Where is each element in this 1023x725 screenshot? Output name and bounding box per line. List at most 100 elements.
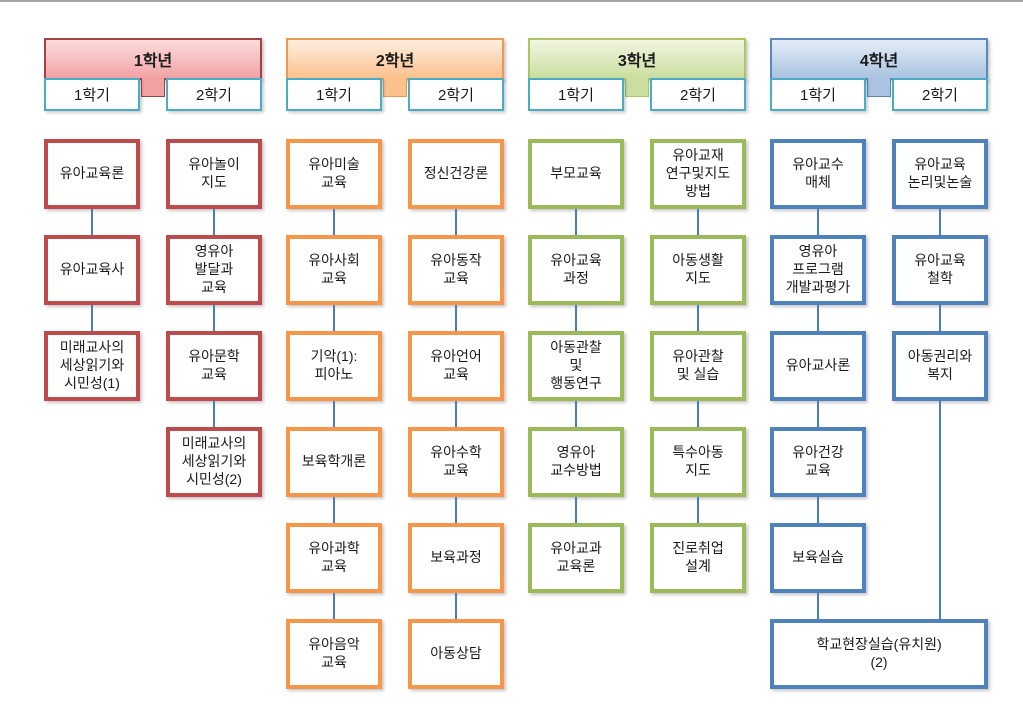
course-title-line: 교육 — [321, 558, 347, 574]
semester-tab-3-2: 2학기 — [650, 78, 746, 111]
course-title-line: 설계 — [685, 558, 711, 574]
course-title-line: 부모교육 — [550, 165, 602, 182]
semester-tab-2-2: 2학기 — [408, 78, 504, 111]
course-title-line: 논리및논술 — [907, 174, 973, 190]
course-title-line: 및 — [569, 357, 583, 374]
course-box: 유아음악 교육 — [286, 619, 382, 689]
course-box: 특수아동 지도 — [650, 427, 746, 497]
year-header-tab — [383, 78, 407, 97]
course-title-line: 유아교육 — [914, 156, 966, 173]
course-title-line: 아동관찰 — [550, 339, 602, 356]
course-column-3-2: 유아교재 연구및지도 방법 아동생활 지도 유아관찰 및 실습 특수아동 지도 진로취업 설계 — [650, 139, 746, 593]
course-box: 미래교사의 세상읽기와 시민성(1) — [44, 331, 140, 401]
course-title-line: 기악(1): — [310, 348, 358, 365]
course-column-2-1: 유아미술 교육 유아사회 교육 기악(1): 피아노 보육학개론 유아과학 교육 유아음악 교육 — [286, 139, 382, 689]
connector-line — [817, 401, 819, 427]
course-title-line: 유아교육사 — [59, 261, 125, 278]
course-box: 미래교사의 세상읽기와 시민성(2) — [166, 427, 262, 497]
year-header-tab — [867, 78, 891, 97]
course-box: 유아관찰 및 실습 — [650, 331, 746, 401]
course-title-line: 시민성(2) — [186, 470, 242, 487]
course-box: 아동생활 지도 — [650, 235, 746, 305]
connector-line — [939, 209, 941, 235]
connector-line — [575, 497, 577, 523]
semester-tab-4-2: 2학기 — [892, 78, 988, 111]
semester-tab-2-1: 1학기 — [286, 78, 382, 111]
course-title-line: 유아과학 — [308, 540, 360, 557]
year-group-2: 2학년 1학기 2학기 유아미술 교육 유아사회 교육 기악(1): 피아노 보육학개론 유아과… — [286, 38, 504, 689]
connector-line — [575, 209, 577, 235]
connector-line — [455, 209, 457, 235]
course-title-line: 지도 — [685, 270, 711, 286]
course-box: 유아교육 과정 — [528, 235, 624, 305]
course-box: 유아놀이 지도 — [166, 139, 262, 209]
year-label: 1학년 — [133, 53, 173, 70]
course-title-line: 교육 — [805, 462, 831, 478]
course-title-line: 보육학개론 — [301, 453, 367, 470]
course-title-line: 유아관찰 — [672, 348, 724, 365]
course-box: 아동권리와 복지 — [892, 331, 988, 401]
connector-line — [939, 401, 941, 619]
course-box: 유아교사론 — [770, 331, 866, 401]
connector-line — [697, 209, 699, 235]
course-box: 진로취업 설계 — [650, 523, 746, 593]
course-title-line: 방법 — [685, 182, 711, 199]
course-box: 유아동작 교육 — [408, 235, 504, 305]
year-header-tab — [141, 78, 165, 97]
course-columns: 부모교육 유아교육 과정 아동관찰 및 행동연구 영유아 교수방법 유아교과 교육론 유아교재 연구및… — [528, 139, 746, 593]
course-title-line: 교육론 — [556, 558, 596, 574]
semester-row: 1학기 2학기 — [770, 78, 988, 111]
course-title-line: 진로취업 — [672, 540, 724, 557]
semester-tab-1-2: 2학기 — [166, 78, 262, 111]
year-group-4: 4학년 1학기 2학기 유아교수 매체 영유아 프로그램 개발과평가 유아교사론 유아건강 교육… — [770, 38, 988, 689]
course-title-line: 교육 — [201, 278, 227, 295]
course-column-4-1: 유아교수 매체 영유아 프로그램 개발과평가 유아교사론 유아건강 교육 보육실습 — [770, 139, 866, 619]
course-box: 유아교수 매체 — [770, 139, 866, 209]
course-box: 유아과학 교육 — [286, 523, 382, 593]
course-box: 기악(1): 피아노 — [286, 331, 382, 401]
course-title-line: 철학 — [927, 270, 953, 286]
course-box: 유아수학 교육 — [408, 427, 504, 497]
course-title-line: 교육 — [321, 270, 347, 286]
course-title-line: 지도 — [685, 462, 711, 478]
course-title-line: 특수아동 — [672, 444, 724, 461]
course-box: 보육과정 — [408, 523, 504, 593]
course-title-line: 개발과평가 — [785, 278, 851, 295]
connector-line — [697, 497, 699, 523]
course-title-line: 교육 — [321, 654, 347, 670]
course-columns: 유아미술 교육 유아사회 교육 기악(1): 피아노 보육학개론 유아과학 교육 유아음악 교육 정신… — [286, 139, 504, 689]
course-box: 부모교육 — [528, 139, 624, 209]
year-group-1: 1학년 1학기 2학기 유아교육론 유아교육사 미래교사의 세상읽기와 시민성(1) 유아놀… — [44, 38, 262, 689]
course-box: 유아교과 교육론 — [528, 523, 624, 593]
course-box: 영유아 교수방법 — [528, 427, 624, 497]
course-title-line: 유아교재 — [672, 147, 724, 164]
connector-line — [575, 305, 577, 331]
connector-line — [455, 305, 457, 331]
connector-line — [939, 305, 941, 331]
course-title-line: 복지 — [927, 366, 953, 382]
course-title-line: 교육 — [443, 366, 469, 382]
course-title-line: 교육 — [443, 270, 469, 286]
course-title-line: 유아놀이 — [188, 156, 240, 173]
year-group-3: 3학년 1학기 2학기 부모교육 유아교육 과정 아동관찰 및 행동연구 영유아 교수방법 유아교… — [528, 38, 746, 689]
course-columns: 유아교육론 유아교육사 미래교사의 세상읽기와 시민성(1) 유아놀이 지도 영유아 발달과 교육… — [44, 139, 262, 497]
connector-line — [455, 593, 457, 619]
course-title-line: 연구및지도 — [665, 165, 731, 182]
course-box: 유아사회 교육 — [286, 235, 382, 305]
course-box: 유아교육론 — [44, 139, 140, 209]
course-title-line: 유아건강 — [792, 444, 844, 461]
course-title-line: 유아교육론 — [59, 165, 125, 182]
connector-line — [333, 209, 335, 235]
connector-line — [697, 305, 699, 331]
course-title-line: 세상읽기와 — [181, 453, 247, 470]
semester-tab-4-1: 1학기 — [770, 78, 866, 111]
course-title-line: 과정 — [563, 270, 589, 286]
connector-line — [333, 593, 335, 619]
course-box: 유아교육 철학 — [892, 235, 988, 305]
course-title-line: 유아음악 — [308, 636, 360, 653]
course-box: 유아교재 연구및지도 방법 — [650, 139, 746, 209]
course-box: 영유아 프로그램 개발과평가 — [770, 235, 866, 305]
course-box: 보육학개론 — [286, 427, 382, 497]
